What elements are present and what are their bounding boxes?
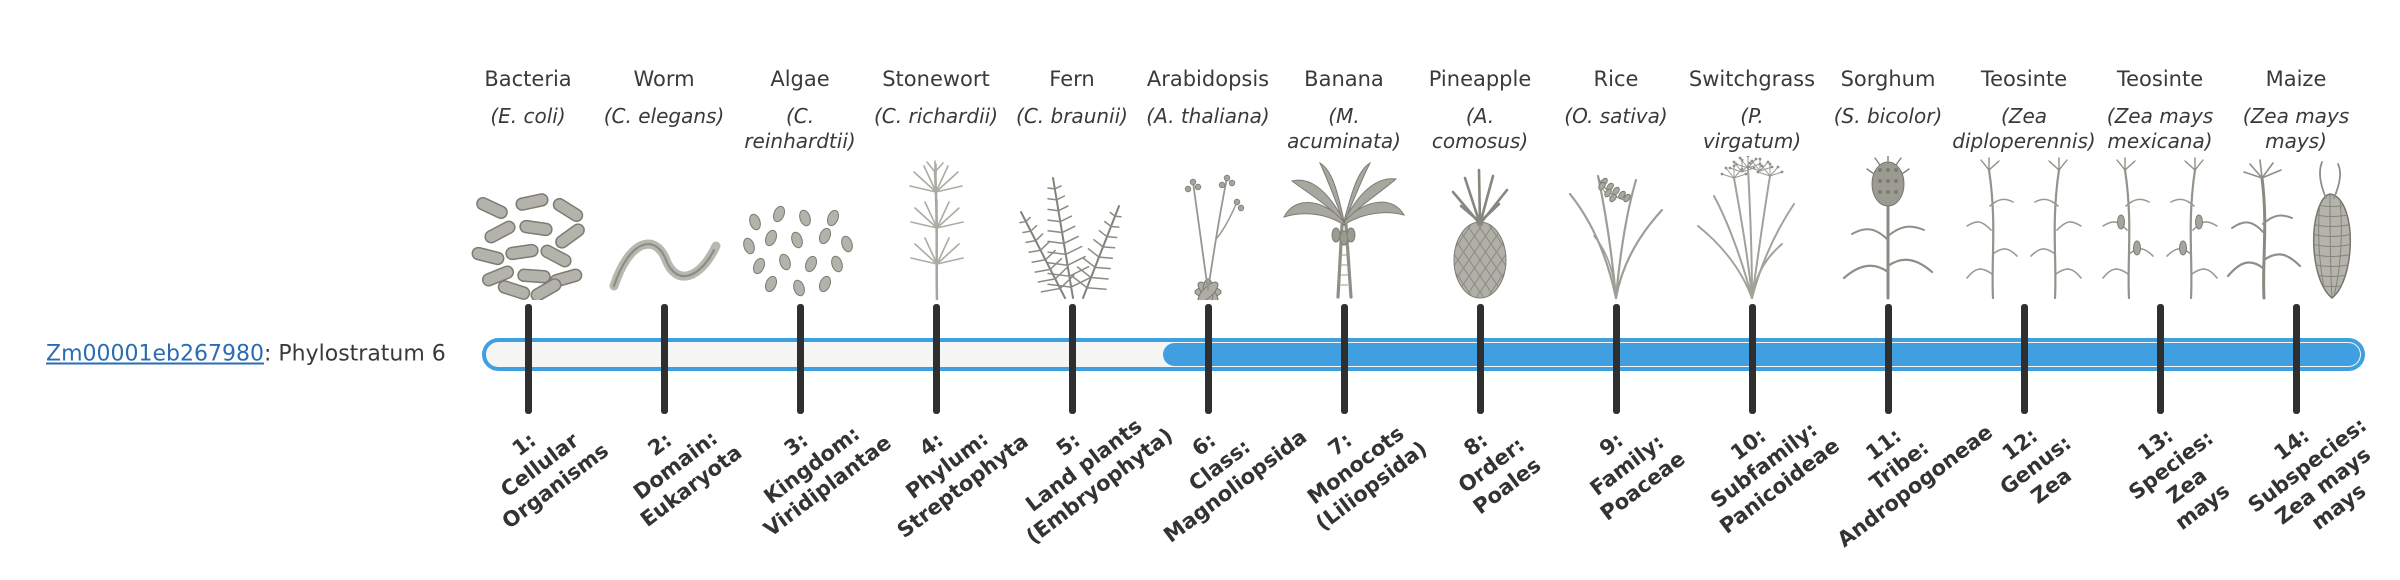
algae-illustration (725, 150, 875, 300)
phylostratum-tick (2020, 304, 2028, 414)
organism-name: Sorghum (1840, 67, 1936, 91)
organism-name: Maize (2265, 67, 2327, 91)
worm-illustration (589, 150, 739, 300)
organism-latin-name: (Zea diploperennis) (1952, 104, 2096, 153)
organism-name: Worm (633, 67, 695, 91)
maize-illustration (2221, 150, 2371, 300)
organism-name: Bacteria (484, 67, 572, 91)
organism-latin-name: (S. bicolor) (1833, 104, 1943, 128)
phylostratum-tick (660, 304, 668, 414)
phylostratum-column-10: Switchgrass (P. virgatum) 10: Subfamily:… (1677, 0, 1843, 580)
bacteria-illustration (453, 150, 603, 300)
organism-latin-name: (A. comosus) (1431, 104, 1529, 153)
phylostratum-tick (1476, 304, 1484, 414)
organism-latin-name: (M. acuminata) (1287, 104, 1401, 153)
pineapple-illustration (1405, 150, 1555, 300)
phylostratum-label-text: 14: Subspecies: Zea mays mays (2243, 412, 2376, 535)
organism-name: Teosinte (2116, 67, 2204, 91)
sorghum-illustration (1813, 150, 1963, 300)
organism-latin-name: (C. reinhardtii) (744, 104, 856, 153)
organism-latin-name: (O. sativa) (1564, 104, 1668, 128)
phylostratum-tick (1884, 304, 1892, 414)
fern-illustration (997, 150, 1147, 300)
switchgrass-illustration (1677, 150, 1827, 300)
organism-name: Algae (770, 67, 830, 91)
phylostratum-label-text: 12: Genus: Zea (1995, 423, 2076, 509)
phylostratum-tick (1068, 304, 1076, 414)
phylostratum-label-text: 9: Family: Poaceae (1586, 427, 1690, 526)
phylostratum-column-7: Banana (M. acuminata) 7: Monocots (Lilio… (1269, 0, 1431, 580)
phylostratum-tick (524, 304, 532, 414)
gene-id-link[interactable]: Zm00001eb267980 (46, 341, 264, 367)
phylostratum-tick (2292, 304, 2300, 414)
phylostratum-column-14: Maize (Zea mays mays) 14: Subspecies: Ze… (2221, 0, 2375, 580)
phylostratum-column-12: Teosinte (Zea diploperennis) 12: Genus: … (1949, 0, 2099, 580)
phylostratum-column-5: Fern (C. braunii) 5: Land plants (Embryo… (997, 0, 1177, 580)
organism-latin-name: (Zea mays mays) (2242, 104, 2350, 153)
teosinte-illustration (1949, 150, 2099, 300)
phylostratum-column-6: Arabidopsis (A. thaliana) 6: Class: Magn… (1133, 0, 1311, 580)
organism-latin-name: (C. braunii) (1016, 104, 1128, 128)
teosinte-mexicana-illustration (2085, 150, 2235, 300)
phylostratum-label-text: 8: Order: Poales (1453, 427, 1546, 519)
organism-latin-name: (P. virgatum) (1702, 104, 1802, 153)
phylostratum-column-9: Rice (O. sativa) 9: Family: Poaceae (1541, 0, 1691, 580)
phylostratum-tick (1748, 304, 1756, 414)
phylostratum-bar-fill (1163, 343, 2360, 366)
phylostratum-column-11: Sorghum (S. bicolor) 11: Tribe: Andropog… (1813, 0, 1997, 580)
phylostratum-column-1: Bacteria (E. coli) 1: Cellular Organisms (453, 0, 613, 580)
organism-name: Fern (1049, 67, 1095, 91)
phylostratum-column-4: Stonewort (C. richardii) 4: Phylum: Stre… (861, 0, 1033, 580)
phylostratum-tick (1612, 304, 1620, 414)
phylostratum-tick (2156, 304, 2164, 414)
phylostratum-tick (796, 304, 804, 414)
organism-name: Stonewort (882, 67, 990, 91)
organism-name: Banana (1304, 67, 1384, 91)
organism-name: Arabidopsis (1146, 67, 1270, 91)
phylostratum-bar (482, 338, 2365, 371)
organism-latin-name: (Zea mays mexicana) (2106, 104, 2214, 153)
organism-latin-name: (C. richardii) (873, 104, 999, 128)
phylostratum-tick (932, 304, 940, 414)
organism-latin-name: (E. coli) (490, 104, 566, 128)
gene-label: Zm00001eb267980: Phylostratum 6 (46, 342, 446, 367)
phylostratum-tick (1204, 304, 1212, 414)
phylostratum-column-13: Teosinte (Zea mays mexicana) 13: Species… (2085, 0, 2235, 580)
rice-illustration (1541, 150, 1691, 300)
gene-phylostratum-text: : Phylostratum 6 (263, 341, 446, 367)
stonewort-illustration (861, 150, 1011, 300)
phylostratum-tick (1340, 304, 1348, 414)
phylostratum-column-2: Worm (C. elegans) 2: Domain: Eukaryota (589, 0, 747, 580)
arabidopsis-illustration (1133, 150, 1283, 300)
phylostratum-column-8: Pineapple (A. comosus) 8: Order: Poales (1405, 0, 1555, 580)
phylostratum-column-3: Algae (C. reinhardtii) 3: Kingdom: Virid… (725, 0, 895, 580)
organism-name: Rice (1593, 67, 1639, 91)
organism-latin-name: (C. elegans) (603, 104, 725, 128)
organism-latin-name: (A. thaliana) (1146, 104, 1270, 128)
organism-name: Teosinte (1980, 67, 2068, 91)
organism-name: Switchgrass (1688, 67, 1816, 91)
organism-name: Pineapple (1428, 67, 1532, 91)
banana-illustration (1269, 150, 1419, 300)
